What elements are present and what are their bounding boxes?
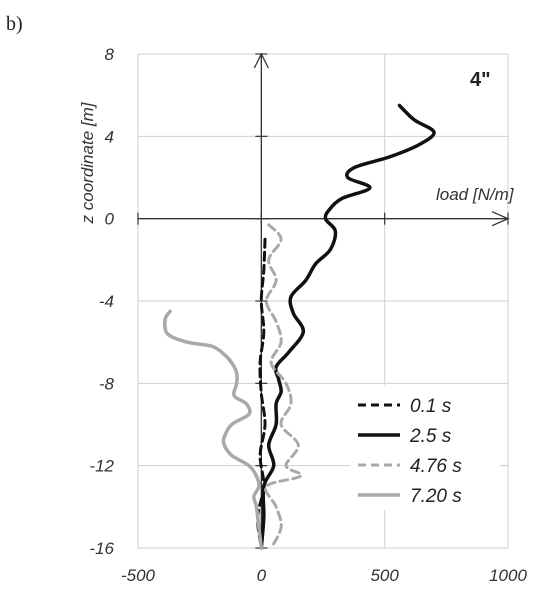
y-tick-label: 4 xyxy=(105,127,114,146)
y-tick-label: -16 xyxy=(89,539,114,558)
y-tick-label: 8 xyxy=(105,45,115,64)
series-line-4-76-s xyxy=(263,223,303,550)
series-line-7-20-s xyxy=(162,309,264,550)
panel-label: b) xyxy=(6,13,23,35)
x-tick-label: 500 xyxy=(370,566,399,585)
x-axis-title: load [N/m] xyxy=(436,185,515,204)
series-line-2-5-s xyxy=(259,103,436,550)
legend-label: 0.1 s xyxy=(410,396,452,417)
time-annotation: 4" xyxy=(470,69,491,91)
y-axis-title: z coordinate [m] xyxy=(78,101,97,224)
y-tick-label: -8 xyxy=(99,374,115,393)
series-group xyxy=(162,103,436,550)
x-tick-label: -500 xyxy=(121,566,156,585)
y-tick-label: -4 xyxy=(99,292,114,311)
legend: 0.1 s 2.5 s 4.76 s 7.20 s xyxy=(350,385,500,510)
tick-labels: 8 4 0 -4 -8 -12 -16 -500 0 500 1000 xyxy=(89,45,527,585)
y-tick-label: -12 xyxy=(89,457,114,476)
y-tick-label: 0 xyxy=(105,210,115,229)
series-line-0-1-s xyxy=(256,237,267,550)
x-tick-label: 1000 xyxy=(489,566,527,585)
legend-label: 2.5 s xyxy=(409,426,452,447)
x-tick-label: 0 xyxy=(257,566,267,585)
legend-label: 7.20 s xyxy=(410,486,462,507)
legend-label: 4.76 s xyxy=(410,456,462,477)
